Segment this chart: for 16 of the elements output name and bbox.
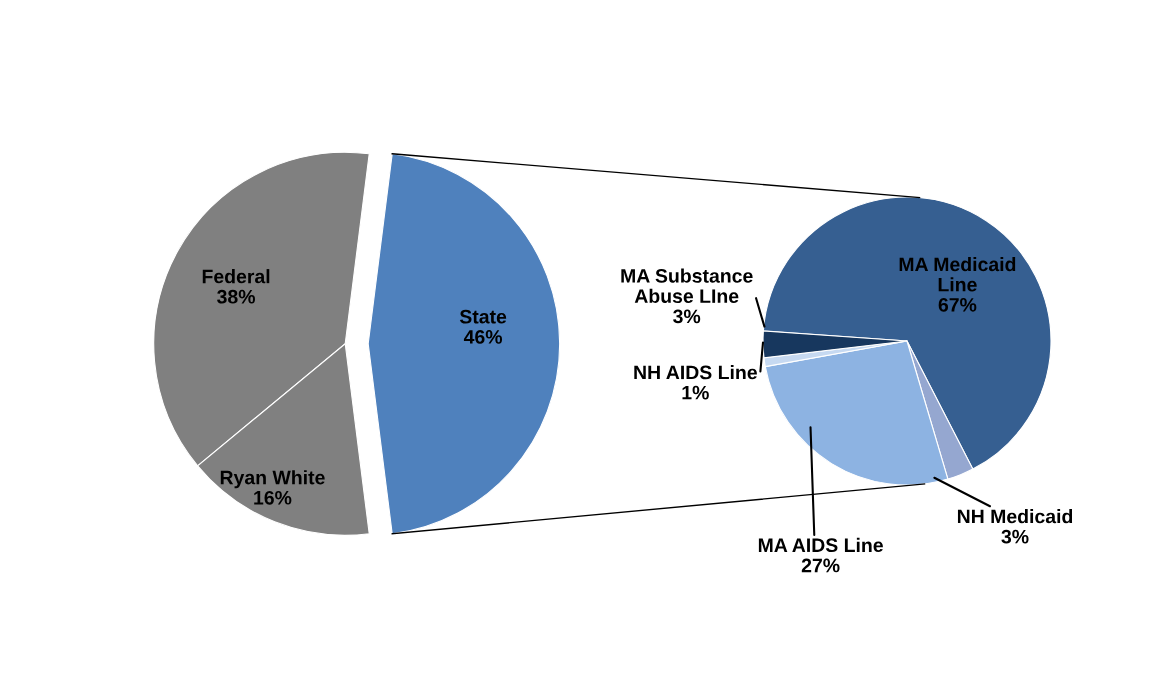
- data-label: 38%: [217, 289, 256, 304]
- slice-label: State: [459, 309, 507, 324]
- data-label: 46%: [463, 330, 503, 344]
- data-label: 3%: [1001, 529, 1029, 544]
- data-label: 3%: [673, 309, 701, 324]
- slice-label: NH AIDS Line: [634, 365, 757, 380]
- slice-label: Ryan White: [220, 470, 325, 489]
- data-label: 16%: [254, 490, 292, 505]
- data-label: 1%: [682, 385, 709, 400]
- slice-label: MA Substance Abuse LIne: [621, 268, 753, 304]
- slice-label: MA AIDS Line: [758, 537, 883, 553]
- slice-label: Federal: [202, 269, 270, 284]
- slice-label: NH Medicaid: [957, 509, 1073, 524]
- slice-label: MA Medicaid Line: [899, 256, 1016, 292]
- data-label: 27%: [801, 558, 840, 573]
- data-label: 67%: [938, 297, 977, 312]
